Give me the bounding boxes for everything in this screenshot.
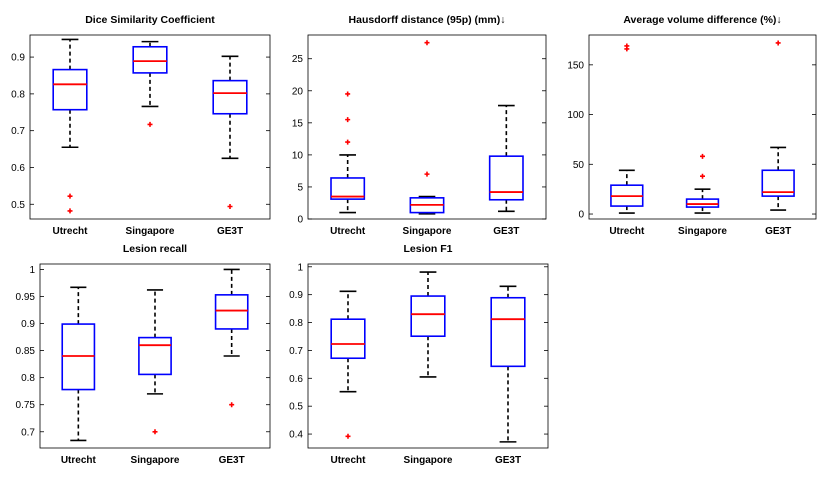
- category-label-0-2: GE3T: [217, 226, 243, 237]
- box-1-0: [330, 177, 366, 200]
- y-tick-label-3-2: 0.8: [21, 373, 35, 384]
- y-tick-label-2-0: 0: [578, 210, 584, 221]
- y-tick-label-3-6: 1: [29, 265, 35, 276]
- box-3-1: [138, 336, 172, 376]
- y-tick-label-1-4: 20: [292, 86, 304, 97]
- box-2-2: [761, 169, 795, 197]
- outlier-marker-2-0-1: [624, 46, 630, 52]
- box-3-2: [214, 294, 249, 330]
- y-tick-label-3-1: 0.75: [16, 400, 36, 411]
- outlier-marker-2-1-1: [700, 173, 705, 179]
- box-0-1: [132, 45, 168, 74]
- outlier-marker-1-1-1: [424, 171, 430, 177]
- outlier-marker-0-0-0: [67, 193, 73, 199]
- category-label-1-2: GE3T: [493, 226, 519, 237]
- outlier-marker-1-0-2: [345, 139, 351, 145]
- outlier-marker-3-2-0: [229, 402, 235, 408]
- chart-title-2: Average volume difference (%)↓: [623, 14, 781, 26]
- category-label-2-1: Singapore: [678, 226, 727, 237]
- chart-title-0: Dice Similarity Coefficient: [85, 14, 215, 26]
- plot-frame-0: [29, 34, 271, 220]
- y-tick-label-3-3: 0.85: [16, 346, 36, 357]
- outlier-marker-2-2-0: [775, 40, 781, 46]
- category-label-2-0: Utrecht: [609, 226, 645, 237]
- y-tick-label-2-1: 50: [573, 160, 585, 171]
- chart-title-4: Lesion F1: [403, 243, 452, 255]
- y-tick-label-1-1: 5: [297, 182, 303, 193]
- box-0-0: [52, 68, 88, 111]
- outlier-marker-0-1-0: [147, 121, 153, 127]
- box-0-2: [212, 79, 248, 115]
- y-tick-label-1-0: 0: [297, 215, 303, 226]
- outlier-marker-1-0-0: [345, 91, 351, 97]
- y-tick-label-0-2: 0.7: [11, 126, 25, 137]
- outlier-marker-1-1-0: [424, 40, 430, 46]
- y-tick-label-2-3: 150: [567, 60, 584, 71]
- y-tick-label-0-4: 0.9: [11, 53, 25, 64]
- category-label-0-1: Singapore: [126, 226, 175, 237]
- chart-title-1: Hausdorff distance (95p) (mm)↓: [349, 14, 506, 26]
- y-tick-label-0-3: 0.8: [11, 89, 25, 100]
- box-2-1: [685, 198, 720, 208]
- category-label-1-0: Utrecht: [330, 226, 366, 237]
- y-tick-label-1-5: 25: [292, 54, 304, 65]
- y-tick-label-3-0: 0.7: [21, 427, 35, 438]
- box-4-0: [330, 318, 366, 360]
- y-tick-label-4-2: 0.6: [289, 374, 303, 385]
- category-label-0-0: Utrecht: [52, 226, 88, 237]
- box-1-2: [488, 155, 524, 201]
- y-tick-label-0-1: 0.6: [11, 163, 25, 174]
- category-label-4-1: Singapore: [404, 455, 453, 466]
- chart-title-3: Lesion recall: [123, 243, 187, 255]
- box-4-1: [410, 295, 446, 338]
- y-tick-label-4-0: 0.4: [289, 430, 303, 441]
- outlier-marker-1-0-1: [345, 117, 351, 123]
- outlier-marker-4-0-0: [345, 433, 351, 439]
- y-tick-label-1-3: 15: [292, 118, 304, 129]
- outlier-marker-0-2-0: [227, 203, 233, 209]
- y-tick-label-0-0: 0.5: [11, 200, 25, 211]
- outlier-marker-0-0-1: [67, 208, 73, 214]
- category-label-4-2: GE3T: [495, 455, 521, 466]
- category-label-3-0: Utrecht: [61, 455, 97, 466]
- y-tick-label-4-6: 1: [297, 262, 303, 273]
- outlier-marker-3-1-0: [152, 429, 158, 435]
- box-4-2: [490, 296, 526, 368]
- y-tick-label-4-5: 0.9: [289, 290, 303, 301]
- y-tick-label-4-3: 0.7: [289, 346, 303, 357]
- category-label-1-1: Singapore: [403, 226, 452, 237]
- y-tick-label-4-1: 0.5: [289, 402, 303, 413]
- outlier-marker-2-1-0: [700, 153, 705, 159]
- category-label-2-2: GE3T: [765, 226, 791, 237]
- y-tick-label-1-2: 10: [292, 150, 304, 161]
- category-label-3-2: GE3T: [219, 455, 245, 466]
- y-tick-label-2-2: 100: [567, 110, 584, 121]
- y-tick-label-3-4: 0.9: [21, 319, 35, 330]
- plot-frame-1: [307, 34, 547, 220]
- plot-frame-2: [588, 34, 817, 220]
- plot-frame-3: [39, 263, 271, 449]
- plot-frame-4: [307, 263, 549, 449]
- y-tick-label-3-5: 0.95: [16, 292, 36, 303]
- category-label-4-0: Utrecht: [330, 455, 366, 466]
- y-tick-label-4-4: 0.8: [289, 318, 303, 329]
- category-label-3-1: Singapore: [131, 455, 180, 466]
